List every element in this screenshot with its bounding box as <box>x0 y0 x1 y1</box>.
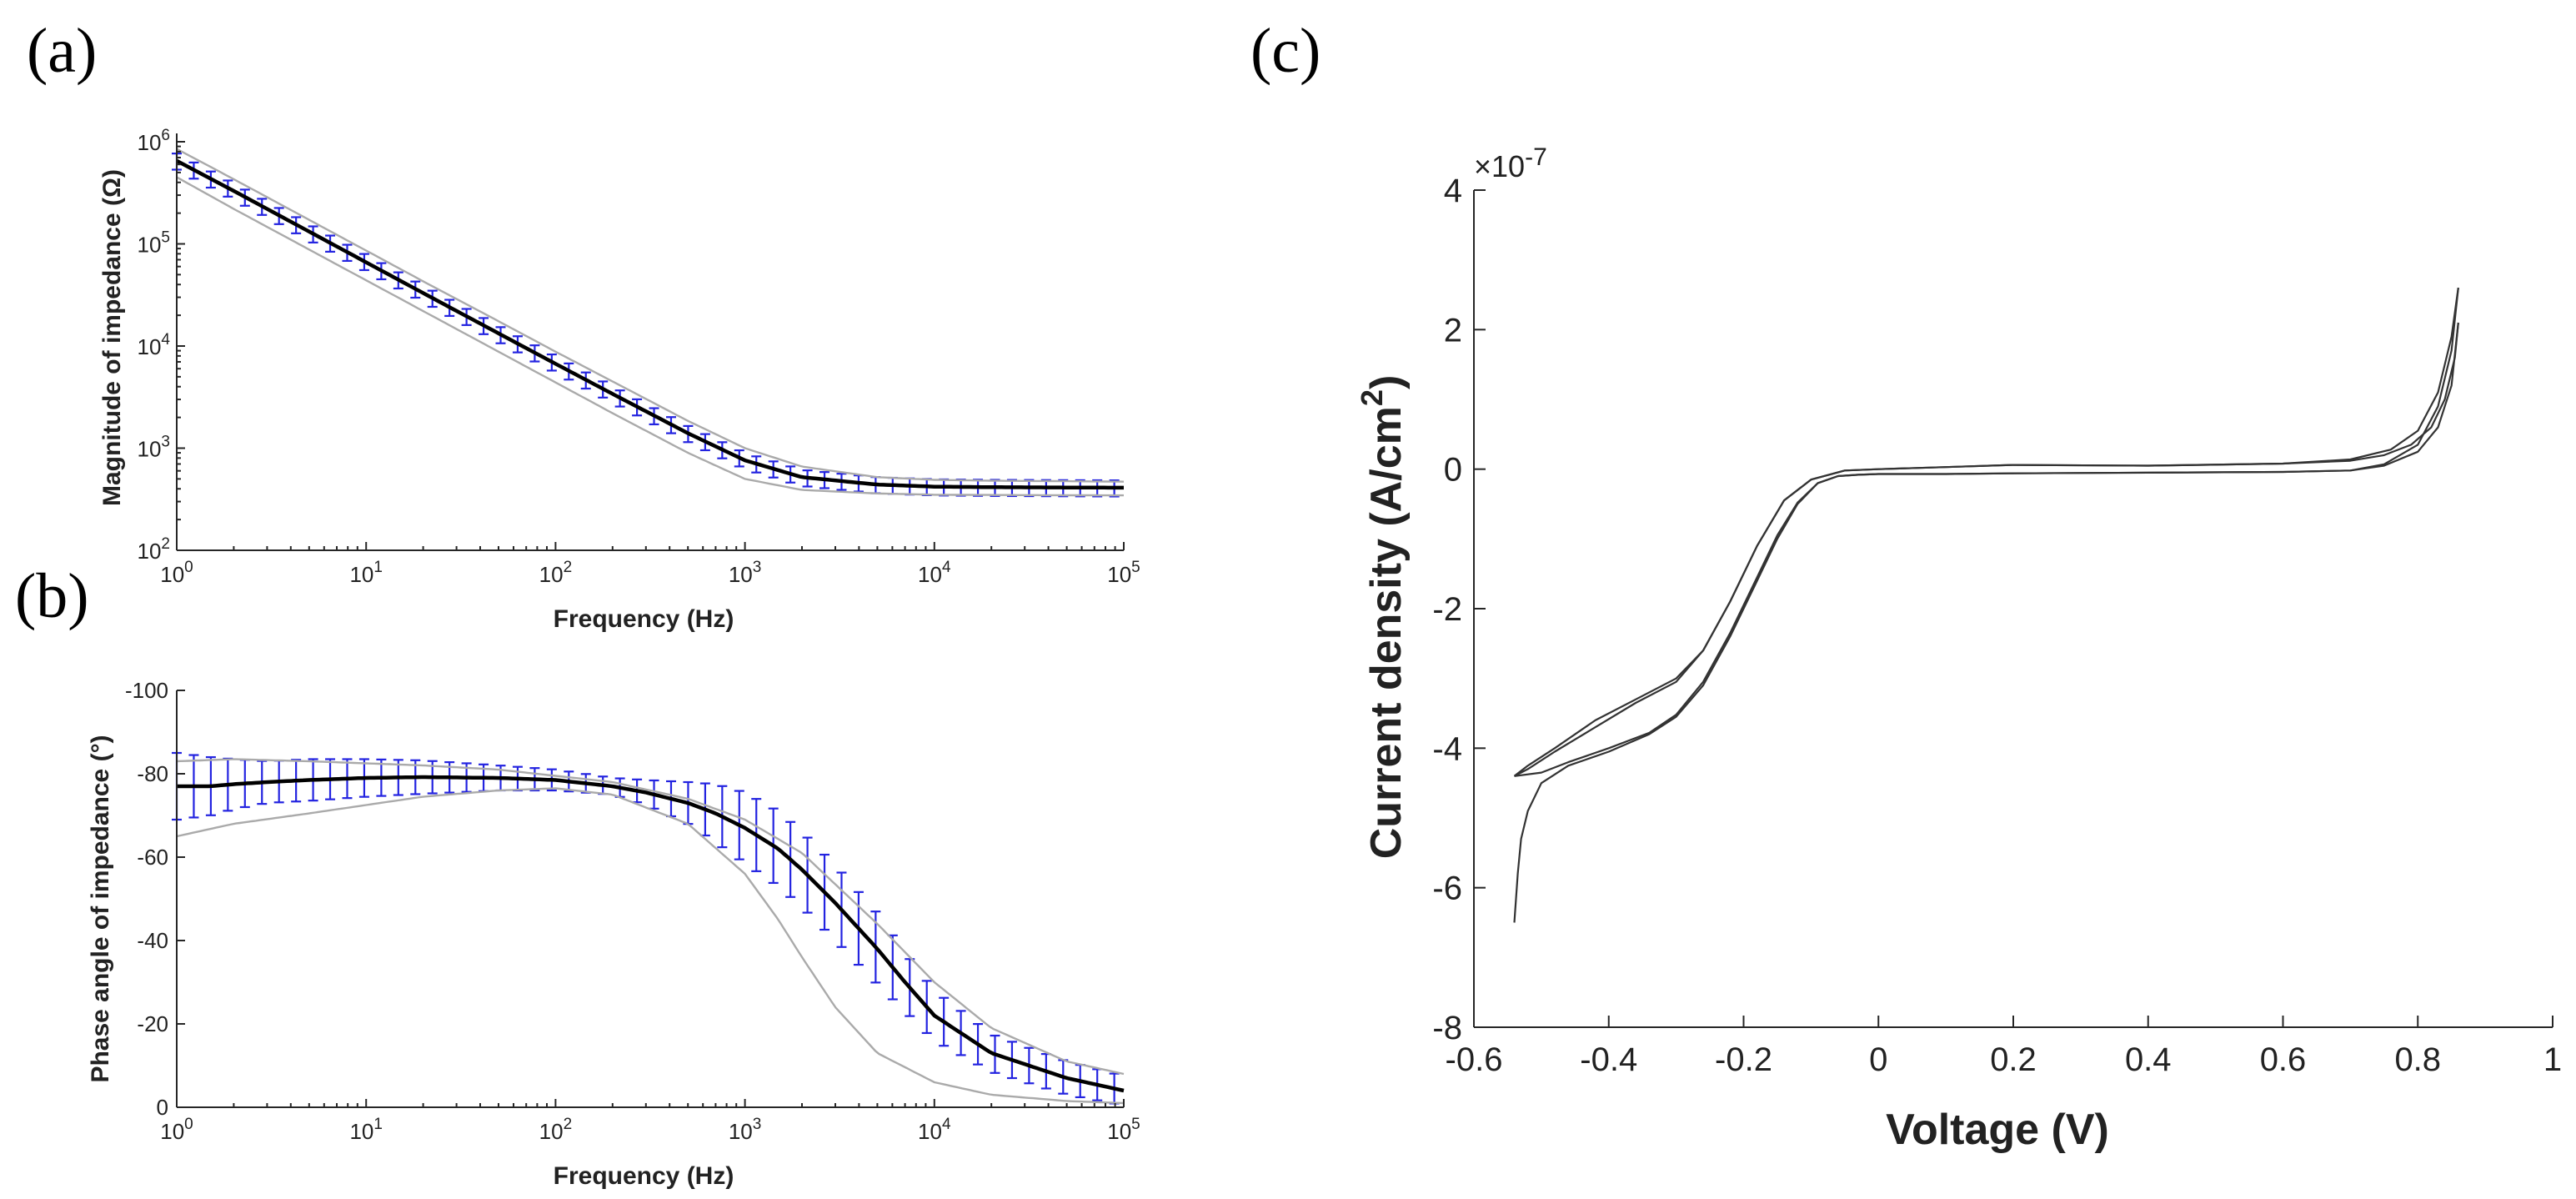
cv-axes: -0.6 -0.4 -0.2 0 0.2 0.4 0.6 0.8 1 -8 -6 -4 -2 0 2 4 <box>1432 173 2562 1078</box>
phase-x-tick-label: 102 <box>539 1116 573 1144</box>
cv-x-tick-label: 0.4 <box>2125 1041 2172 1078</box>
cv-curves <box>1513 287 2459 923</box>
phase-bound-series <box>176 787 1125 1105</box>
cv-curve <box>1513 287 2459 777</box>
cv-y-tick-label: -8 <box>1432 1010 1462 1046</box>
cv-x-tick-label: 0 <box>1869 1041 1887 1078</box>
cv-y-tick-label: 2 <box>1444 312 1462 349</box>
phase-angle-chart: 100 101 102 103 104 105 0 -20 -40 -60 -80 -100 Freq… <box>87 678 1140 1190</box>
magnitude-y-tick-label: 102 <box>138 535 171 564</box>
magnitude-x-tick-label: 104 <box>918 559 951 587</box>
magnitude-y-tick-label: 103 <box>138 434 171 462</box>
phase-bound-lines <box>176 758 1125 1105</box>
cv-curve <box>1514 287 2459 777</box>
cv-x-tick-label: -0.6 <box>1446 1041 1503 1078</box>
phase-x-tick-label: 101 <box>349 1116 383 1144</box>
cv-x-tick-label: 0.8 <box>2394 1041 2441 1078</box>
magnitude-y-tick-label: 105 <box>138 229 171 258</box>
phase-x-axis-title: Frequency (Hz) <box>554 1162 734 1190</box>
cv-exponent-label: ×10-7 <box>1474 143 1547 183</box>
phase-axes: 100 101 102 103 104 105 0 -20 -40 -60 -80 -100 <box>125 678 1140 1144</box>
panel-label-b: (b) <box>15 561 89 631</box>
magnitude-x-axis-title: Frequency (Hz) <box>554 605 734 633</box>
phase-x-tick-label: 100 <box>160 1116 193 1144</box>
magnitude-mean-line <box>175 158 1124 490</box>
phase-y-tick-label: -20 <box>137 1011 168 1036</box>
magnitude-y-tick-label: 106 <box>138 127 171 155</box>
cv-y-tick-label: -6 <box>1432 870 1462 907</box>
phase-x-tick-label: 103 <box>729 1116 762 1144</box>
phase-x-tick-label: 104 <box>918 1116 951 1144</box>
cv-x-tick-label: 0.6 <box>2260 1041 2307 1078</box>
panel-label-a: (a) <box>27 16 97 86</box>
magnitude-x-tick-label: 101 <box>349 559 383 587</box>
phase-y-axis-title: Phase angle of impedance (°) <box>87 735 114 1082</box>
cyclic-voltammetry-chart: -0.6 -0.4 -0.2 0 0.2 0.4 0.6 0.8 1 -8 -6 -4 -2 0 2 4 ×1… <box>1355 143 2562 1154</box>
magnitude-x-tick-label: 100 <box>160 559 193 587</box>
cv-x-tick-label: -0.2 <box>1715 1041 1772 1078</box>
magnitude-y-axis-title: Magnitude of impedance (Ω) <box>98 169 126 506</box>
cv-y-tick-label: 4 <box>1444 173 1462 209</box>
phase-y-tick-label: -60 <box>137 845 168 870</box>
impedance-magnitude-chart: 100 101 102 103 104 105 102 103 104 105 106 Freque… <box>98 127 1140 633</box>
cv-y-tick-label: -4 <box>1432 730 1462 767</box>
phase-y-tick-label: 0 <box>157 1095 168 1120</box>
magnitude-y-tick-label: 104 <box>138 331 171 359</box>
cv-y-tick-label: 0 <box>1444 452 1462 489</box>
cv-x-tick-label: 1 <box>2543 1041 2562 1078</box>
cv-x-tick-label: -0.4 <box>1580 1041 1637 1078</box>
magnitude-x-tick-label: 102 <box>539 559 573 587</box>
cv-x-axis-title: Voltage (V) <box>1886 1106 2109 1154</box>
magnitude-x-tick-label: 105 <box>1107 559 1140 587</box>
magnitude-bound-lines <box>176 148 1125 497</box>
magnitude-x-tick-label: 103 <box>729 559 762 587</box>
magnitude-axes: 100 101 102 103 104 105 102 103 104 105 106 <box>138 127 1140 587</box>
cv-x-tick-label: 0.2 <box>1990 1041 2037 1078</box>
magnitude-bound-series <box>176 148 1125 483</box>
phase-y-tick-label: -100 <box>125 678 168 703</box>
phase-mean-series <box>177 775 1125 1093</box>
phase-mean-line <box>177 775 1125 1093</box>
magnitude-mean-series <box>175 158 1124 490</box>
cv-y-tick-label: -2 <box>1432 591 1462 628</box>
phase-x-tick-label: 105 <box>1107 1116 1140 1144</box>
cv-y-axis-title: Current density (A/cm2) <box>1355 375 1411 860</box>
phase-y-tick-label: -40 <box>137 928 168 953</box>
phase-y-tick-label: -80 <box>137 761 168 786</box>
magnitude-bound-series <box>176 176 1124 497</box>
phase-bound-series <box>176 758 1125 1076</box>
panel-label-c: (c) <box>1250 16 1321 86</box>
